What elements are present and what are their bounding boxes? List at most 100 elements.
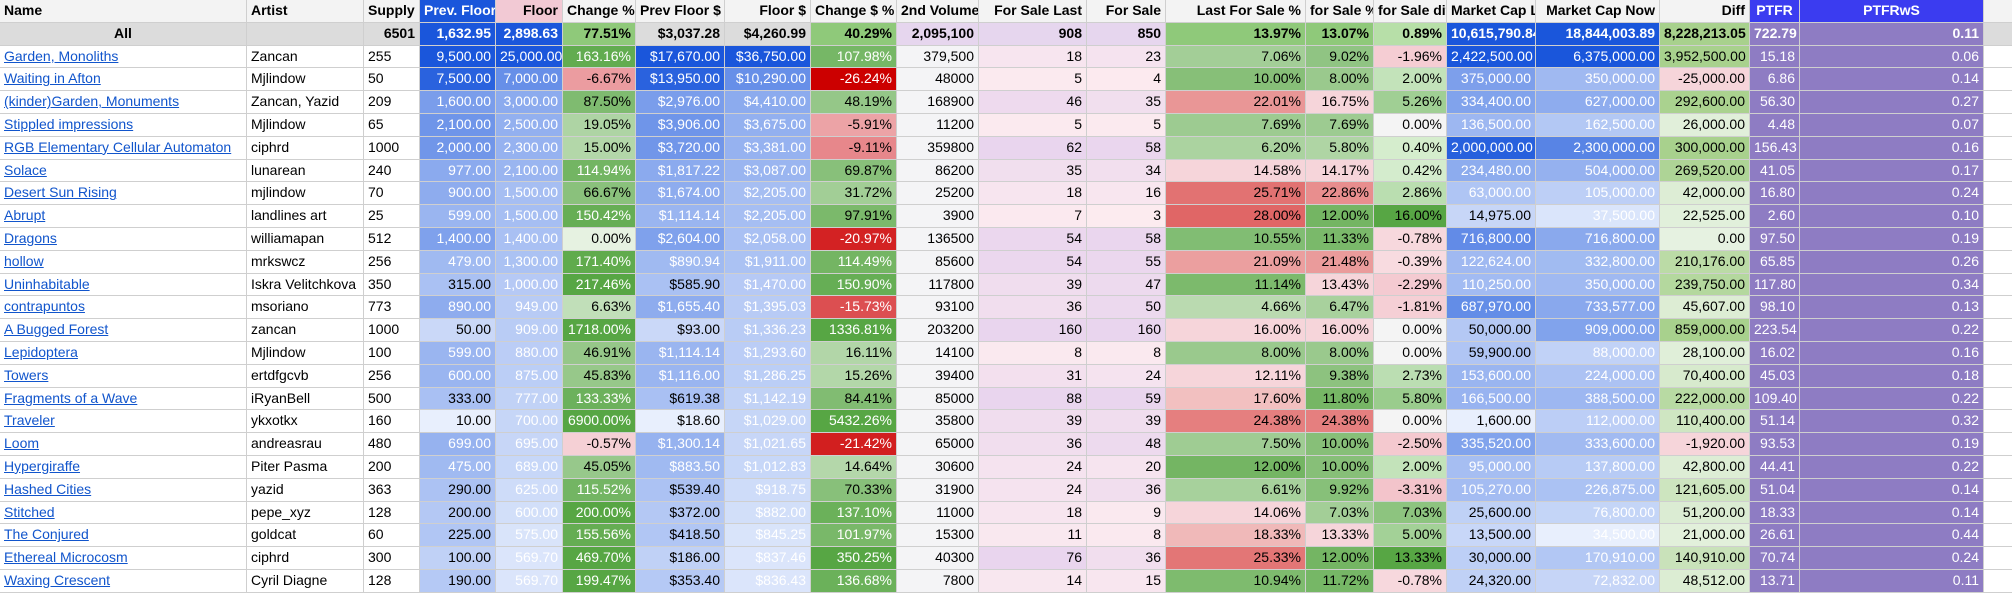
cell-market-cap-last: 13,500.00 [1447,524,1536,548]
cell-prev-floor: 475.00 [420,455,496,479]
cell-change-pct: 15.00% [563,136,636,160]
cell-ptfrws: 0.11 [1800,569,1984,593]
cell-artist: ciphrd [247,547,364,570]
cell-name[interactable]: (kinder)Garden, Monuments [0,91,247,114]
cell-name[interactable]: contrapuntos [0,296,247,320]
cell-diff: 0.00 [1660,227,1750,251]
cell-market-cap-now: 627,000.00 [1536,91,1660,114]
cell-for-sale-last: 7 [979,205,1087,228]
cell-supply: 70 [364,182,420,206]
cell-change-pct: 66.67% [563,182,636,206]
cell-name[interactable]: Solace [0,159,247,183]
cell-last-for-sale-pct: 6.20% [1166,136,1306,160]
header-floor-usd: Floor $ [725,0,811,23]
cell-name[interactable]: Towers [0,364,247,388]
cell-change-pct: 6.63% [563,296,636,320]
cell-market-cap-now: 333,600.00 [1536,433,1660,456]
cell-for-sale: 50 [1087,296,1166,320]
cell-name[interactable]: Garden, Monoliths [0,45,247,69]
cell-name[interactable]: Uninhabitable [0,273,247,297]
cell-change-usd-pct: 69.87% [811,159,897,183]
cell-for-sale-pct: 9.38% [1306,364,1374,388]
cell-floor: 777.00 [496,387,563,411]
cell-name[interactable]: The Conjured [0,524,247,548]
cell-name[interactable]: Traveler [0,410,247,434]
cell-ptfrws: 0.06 [1800,45,1984,69]
cell-change-pct: 1718.00% [563,319,636,342]
cell-name[interactable]: Stippled impressions [0,113,247,137]
cell-change-usd-pct: 350.25% [811,547,897,570]
row-spacer [1984,91,2012,114]
cell-name[interactable]: Desert Sun Rising [0,182,247,206]
cell-market-cap-last: 50,000.00 [1447,319,1536,342]
cell-diff: 22,525.00 [1660,205,1750,228]
cell-for-sale-pct: 21.48% [1306,250,1374,274]
totals-market-cap-now: 18,844,003.89 [1536,22,1660,46]
cell-name[interactable]: Hashed Cities [0,478,247,502]
cell-ptfrws: 0.24 [1800,182,1984,206]
cell-diff: 48,512.00 [1660,569,1750,593]
cell-name[interactable]: A Bugged Forest [0,319,247,342]
cell-name[interactable]: Loom [0,433,247,456]
cell-for-sale-pct: 22.86% [1306,182,1374,206]
cell-for-sale: 55 [1087,250,1166,274]
cell-market-cap-now: 2,300,000.00 [1536,136,1660,160]
cell-market-cap-now: 224,000.00 [1536,364,1660,388]
cell-artist: msoriano [247,296,364,320]
cell-change-pct: 0.00% [563,227,636,251]
cell-for-sale-last: 62 [979,136,1087,160]
cell-name[interactable]: Abrupt [0,205,247,228]
cell-name[interactable]: Dragons [0,227,247,251]
cell-change-pct: -6.67% [563,68,636,92]
cell-prev-floor-usd: $1,674.00 [636,182,725,206]
cell-prev-floor: 100.00 [420,547,496,570]
cell-market-cap-now: 105,000.00 [1536,182,1660,206]
cell-prev-floor: 290.00 [420,478,496,502]
cell-ptfrws: 0.18 [1800,364,1984,388]
cell-ptfr: 70.74 [1750,547,1800,570]
cell-supply: 65 [364,113,420,137]
cell-name[interactable]: Waxing Crescent [0,569,247,593]
cell-artist: landlines art [247,205,364,228]
cell-name[interactable]: Waiting in Afton [0,68,247,92]
totals-for-sale: 850 [1087,22,1166,46]
cell-ptfrws: 0.19 [1800,227,1984,251]
cell-change-usd-pct: -21.42% [811,433,897,456]
cell-ptfr: 117.80 [1750,273,1800,297]
cell-supply: 256 [364,364,420,388]
cell-for-sale-pct: 14.17% [1306,159,1374,183]
cell-floor: 875.00 [496,364,563,388]
cell-for-sale-last: 54 [979,250,1087,274]
cell-name[interactable]: Stitched [0,501,247,525]
cell-market-cap-now: 137,800.00 [1536,455,1660,479]
row-spacer [1984,502,2012,525]
cell-prev-floor-usd: $418.50 [636,524,725,548]
cell-diff: 70,400.00 [1660,364,1750,388]
header-floor: Floor [496,0,563,23]
cell-last-for-sale-pct: 17.60% [1166,387,1306,411]
cell-name[interactable]: Fragments of a Wave [0,387,247,411]
cell-artist: Piter Pasma [247,455,364,479]
cell-artist: iRyanBell [247,387,364,411]
cell-prev-floor: 50.00 [420,319,496,342]
cell-ptfrws: 0.07 [1800,113,1984,137]
cell-ptfrws: 0.22 [1800,319,1984,342]
cell-supply: 255 [364,45,420,69]
cell-floor-usd: $1,293.60 [725,341,811,365]
cell-name[interactable]: hollow [0,250,247,274]
cell-change-pct: 469.70% [563,547,636,570]
cell-market-cap-last: 122,624.00 [1447,250,1536,274]
cell-name[interactable]: Hypergiraffe [0,455,247,479]
cell-name[interactable]: Lepidoptera [0,341,247,365]
totals-change-usd-pct: 40.29% [811,22,897,46]
cell-prev-floor-usd: $186.00 [636,547,725,570]
cell-market-cap-now: 112,000.00 [1536,410,1660,434]
cell-floor: 909.00 [496,319,563,342]
cell-artist: ykxotkx [247,410,364,434]
cell-last-for-sale-pct: 16.00% [1166,319,1306,342]
cell-change-pct: 114.94% [563,159,636,183]
cell-name[interactable]: RGB Elementary Cellular Automaton [0,136,247,160]
cell-market-cap-now: 6,375,000.00 [1536,45,1660,69]
cell-floor: 1,500.00 [496,205,563,228]
cell-name[interactable]: Ethereal Microcosm [0,547,247,570]
